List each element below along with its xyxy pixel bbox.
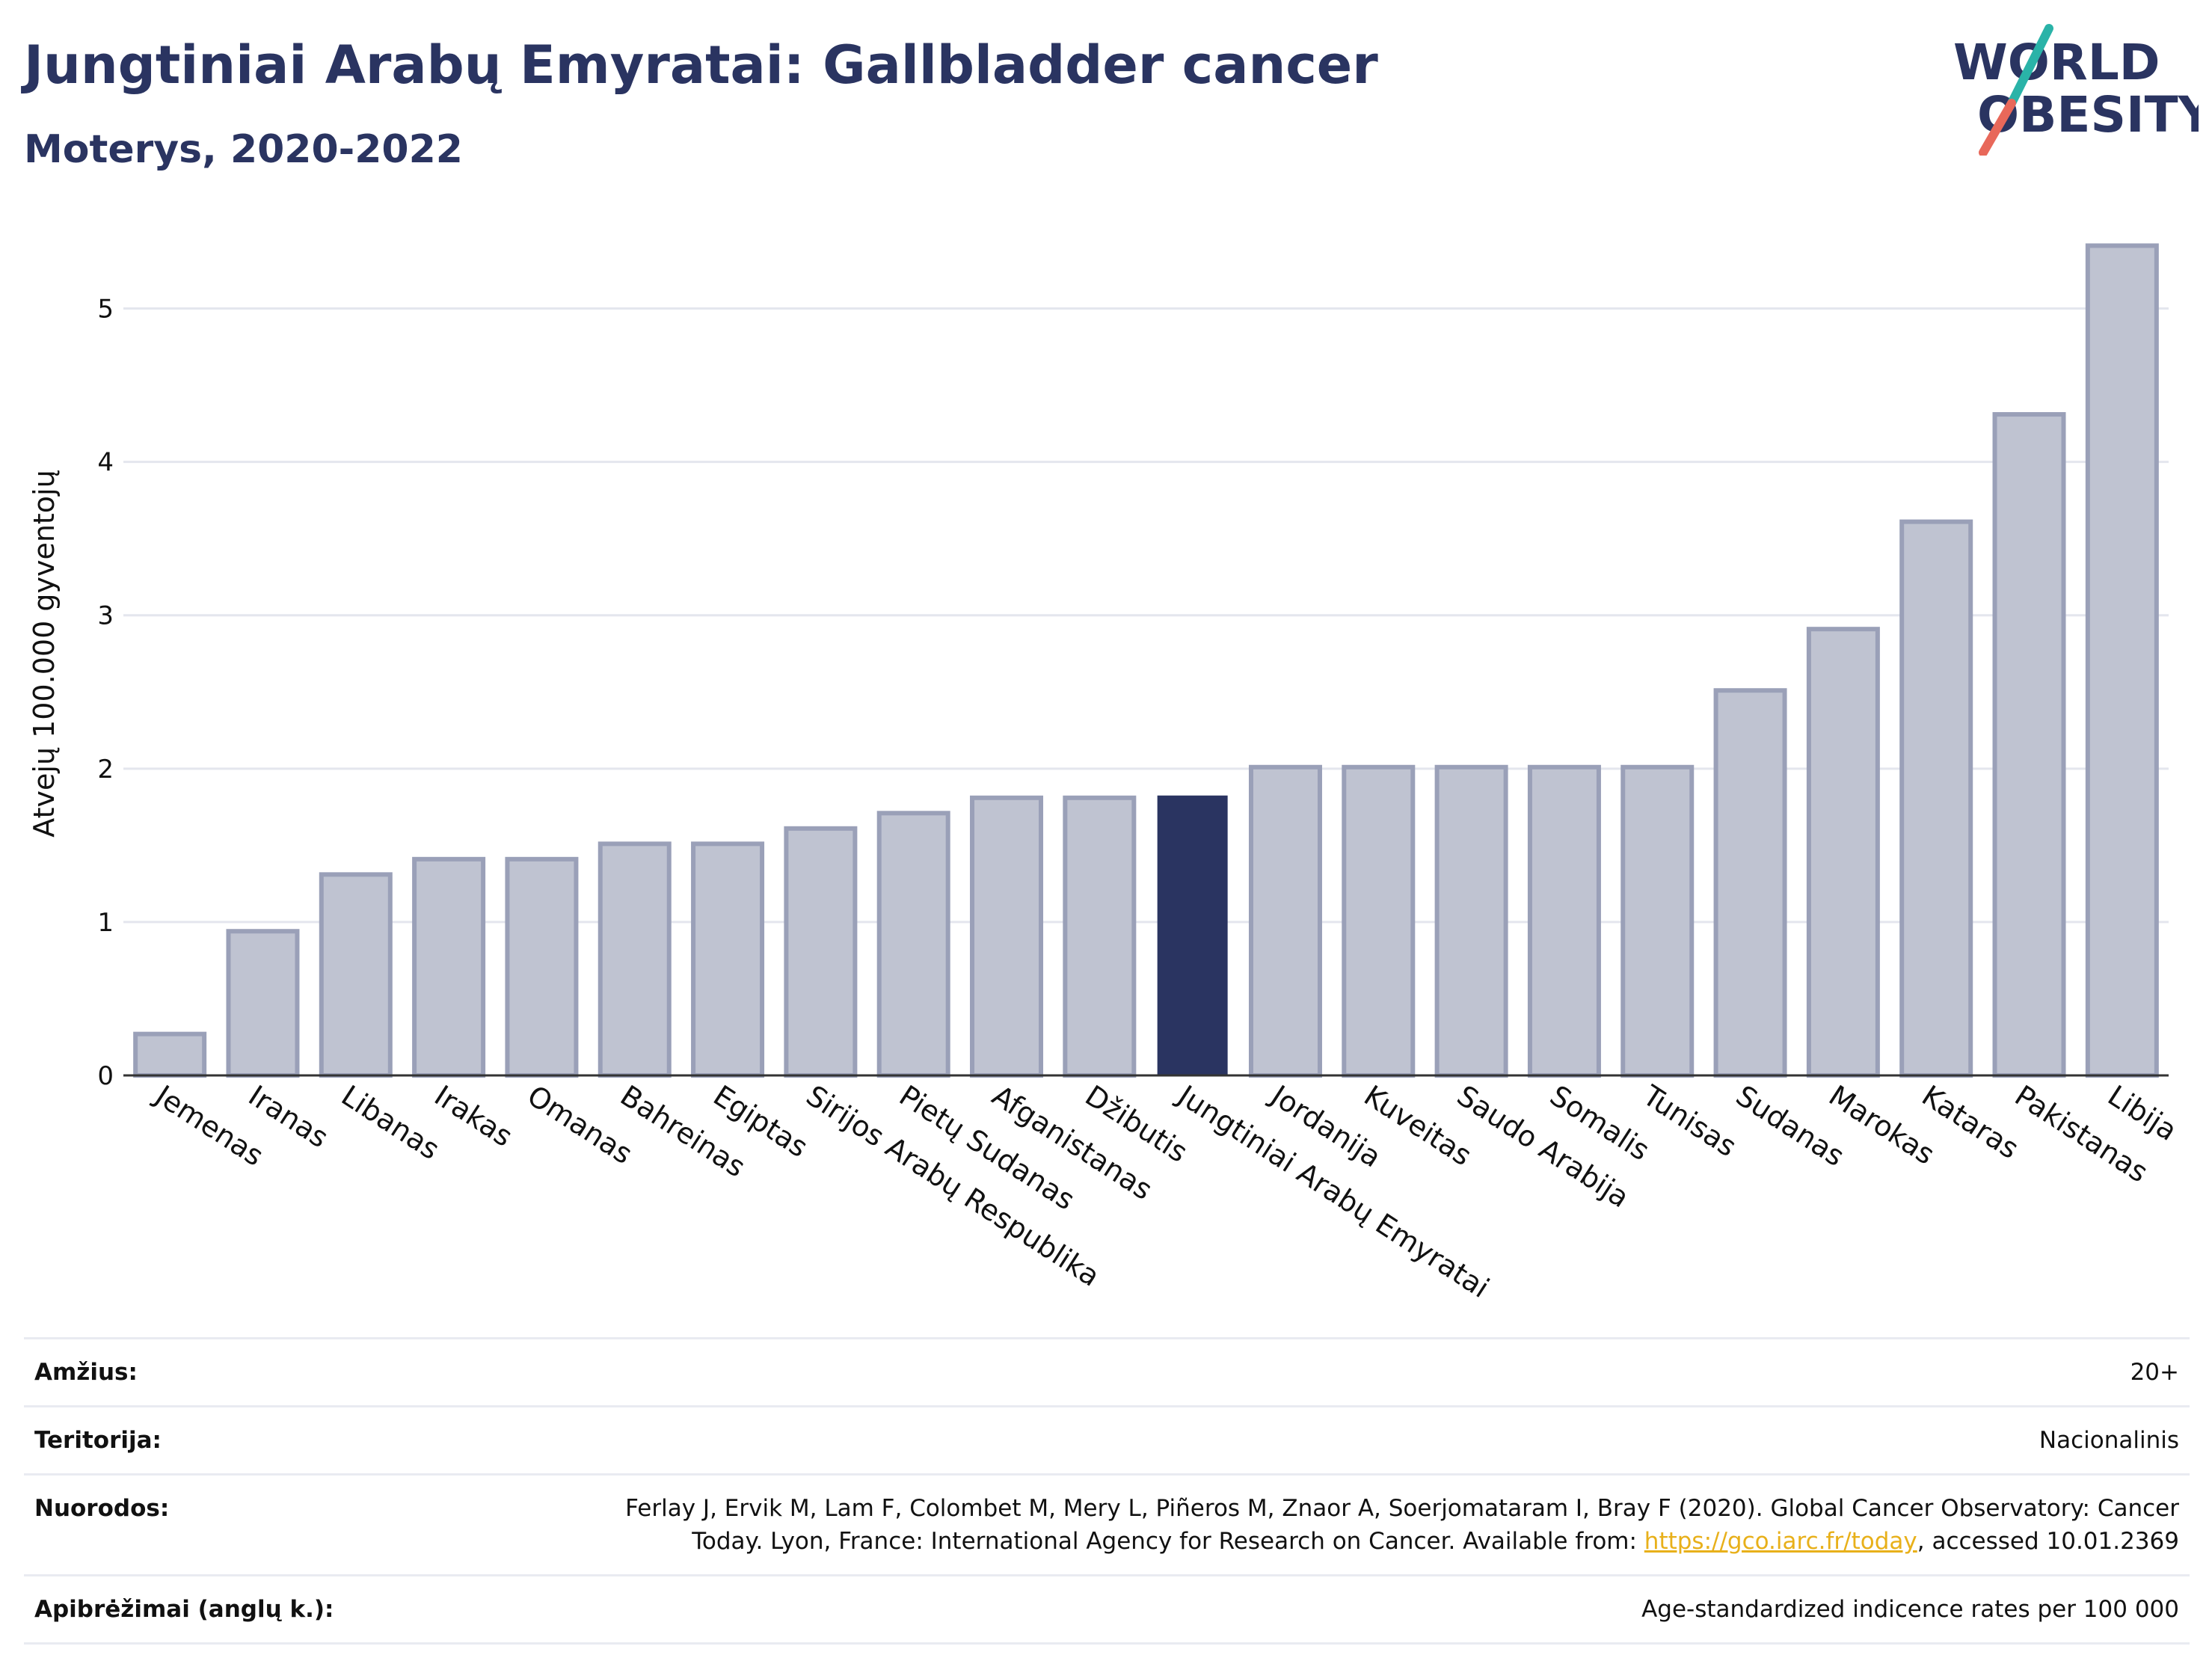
logo-line1: WORLD [1953,34,2160,91]
bar [1713,688,1787,1078]
references-line2-post: , accessed 10.01.2369 [1917,1528,2179,1555]
y-tick-label: 0 [97,1061,114,1091]
info-row-territory: Teritorija: Nacionalinis [24,1405,2190,1475]
bar [1157,795,1228,1076]
bar [412,856,486,1078]
bar [784,826,858,1078]
info-row-references: Nuorodos: Ferlay J, Ervik M, Lam F, Colo… [24,1473,2190,1576]
bar [226,929,300,1078]
bar [876,811,950,1078]
references-value: Ferlay J, Ervik M, Lam F, Colombet M, Me… [434,1473,2190,1576]
info-row-age: Amžius: 20+ [24,1337,2190,1407]
bar [1806,627,1880,1078]
y-axis-label: Atvejų 100.000 gyventojų [28,470,61,837]
y-tick-label: 1 [97,908,114,938]
world-obesity-logo: WORLD OBESITY [1953,24,2199,156]
bar [1899,519,1973,1078]
bar [597,841,672,1078]
definitions-value: Age-standardized indicence rates per 100… [434,1574,2190,1645]
bar [1527,764,1601,1078]
definitions-label: Apibrėžimai (anglų k.): [24,1574,434,1645]
y-tick-label: 3 [97,601,114,631]
bar [1063,795,1137,1078]
x-tick-label: Tunisas [1637,1078,1742,1163]
territory-value: Nacionalinis [434,1405,2190,1475]
territory-label: Teritorija: [24,1405,434,1475]
bar [319,872,393,1078]
references-label: Nuorodos: [24,1473,434,1576]
age-label: Amžius: [24,1337,434,1407]
bar [1620,764,1695,1078]
bar [133,1031,207,1078]
bar [2085,243,2159,1078]
bar [1248,764,1322,1078]
bar [1342,764,1416,1078]
references-link[interactable]: https://gco.iarc.fr/today [1644,1528,1917,1555]
age-value: 20+ [434,1337,2190,1407]
y-tick-label: 2 [97,755,114,784]
info-table: Amžius: 20+ Teritorija: Nacionalinis Nuo… [24,1337,2190,1645]
bar [505,856,579,1078]
bar [691,841,765,1078]
bar [1434,764,1508,1078]
info-row-definitions: Apibrėžimai (anglų k.): Age-standardized… [24,1574,2190,1645]
references-line2-pre: Today. Lyon, France: International Agenc… [692,1528,1644,1555]
x-tick-label: Libanas [336,1079,446,1167]
y-tick-label: 5 [97,295,114,325]
bar [970,795,1044,1078]
references-line1: Ferlay J, Ervik M, Lam F, Colombet M, Me… [625,1495,2179,1522]
x-tick-label: Omanas [522,1079,639,1171]
chart-subtitle: Moterys, 2020-2022 [24,127,463,172]
chart-title: Jungtiniai Arabų Emyratai: Gallbladder c… [24,34,1378,96]
bar [1992,412,2066,1078]
y-tick-label: 4 [97,448,114,478]
